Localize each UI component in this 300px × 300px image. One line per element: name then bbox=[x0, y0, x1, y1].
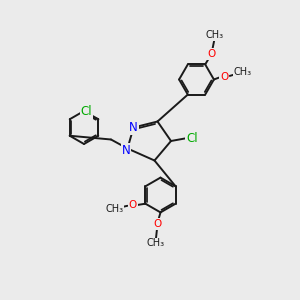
Text: N: N bbox=[129, 121, 138, 134]
Text: O: O bbox=[129, 200, 137, 210]
Text: Cl: Cl bbox=[186, 131, 198, 145]
Text: CH₃: CH₃ bbox=[206, 30, 224, 40]
Text: N: N bbox=[122, 143, 130, 157]
Text: Cl: Cl bbox=[80, 105, 92, 118]
Text: O: O bbox=[220, 71, 229, 82]
Text: CH₃: CH₃ bbox=[105, 204, 123, 214]
Text: O: O bbox=[207, 49, 215, 59]
Text: O: O bbox=[153, 219, 162, 229]
Text: CH₃: CH₃ bbox=[233, 67, 251, 77]
Text: CH₃: CH₃ bbox=[146, 238, 164, 248]
